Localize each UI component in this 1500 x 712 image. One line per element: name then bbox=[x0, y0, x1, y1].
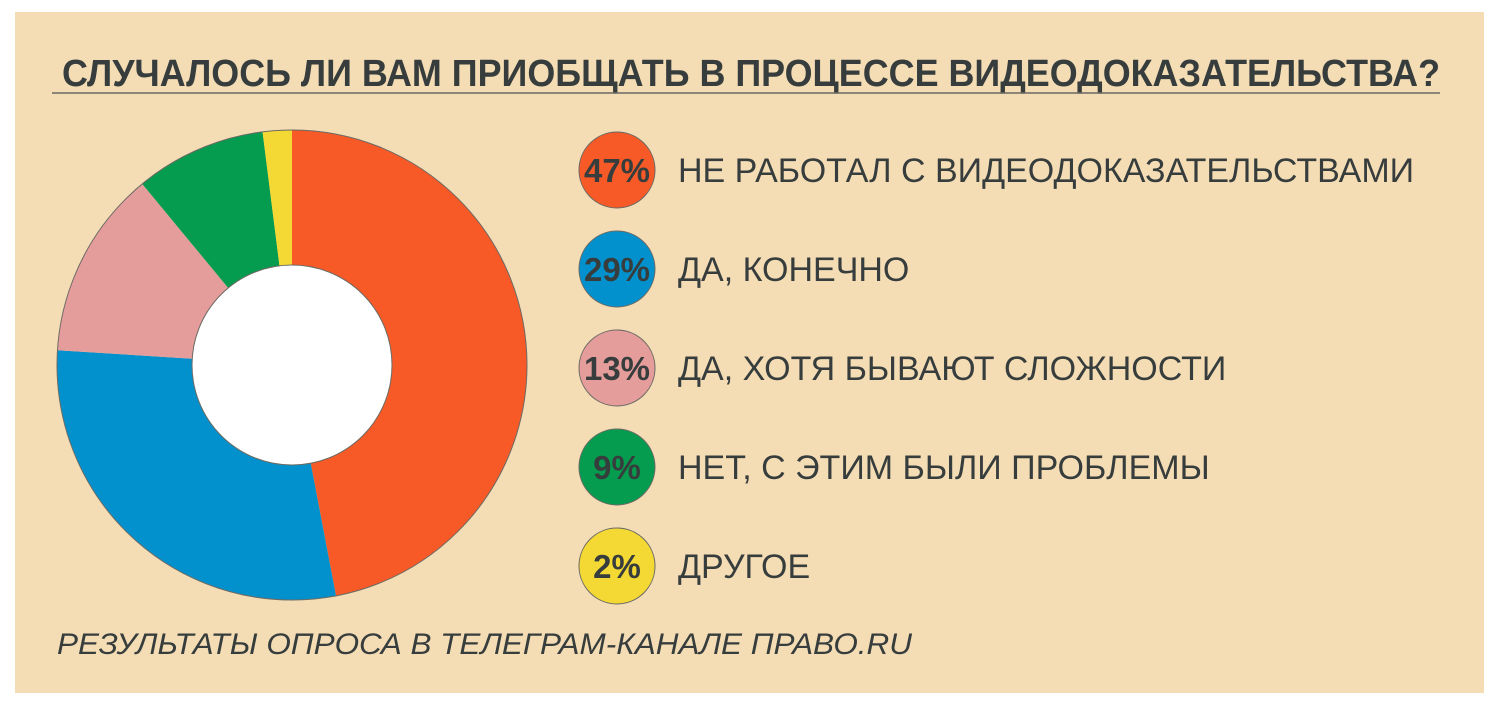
legend-value-label: 2% bbox=[593, 548, 641, 585]
donut-slice-1 bbox=[57, 350, 337, 600]
legend-value-label: 9% bbox=[593, 449, 641, 486]
legend-swatch bbox=[578, 329, 656, 407]
legend-item: 2% ДРУГОЕ bbox=[578, 527, 810, 605]
donut bbox=[56, 129, 528, 601]
donut-slice-4 bbox=[262, 130, 292, 266]
legend-label: ДРУГОЕ bbox=[678, 548, 810, 586]
footnote: РЕЗУЛЬТАТЫ ОПРОСА В ТЕЛЕГРАМ-КАНАЛЕ ПРАВ… bbox=[57, 628, 912, 661]
legend-value-label: 13% bbox=[584, 350, 650, 387]
legend-value-label: 47% bbox=[584, 152, 650, 189]
legend-item: 47% НЕ РАБОТАЛ С ВИДЕОДОКАЗАТЕЛЬСТВАМИ bbox=[578, 131, 1414, 209]
donut-hole bbox=[191, 264, 393, 466]
legend-label: НЕ РАБОТАЛ С ВИДЕОДОКАЗАТЕЛЬСТВАМИ bbox=[678, 152, 1414, 190]
donut-slice-2 bbox=[57, 183, 229, 359]
legend-value-label: 29% bbox=[584, 251, 650, 288]
legend-item: 13% ДА, ХОТЯ БЫВАЮТ СЛОЖНОСТИ bbox=[578, 329, 1226, 407]
legend-swatch bbox=[578, 527, 656, 605]
legend-label: ДА, ХОТЯ БЫВАЮТ СЛОЖНОСТИ bbox=[678, 350, 1226, 388]
legend-item: 29% ДА, КОНЕЧНО bbox=[578, 230, 909, 308]
legend-swatch bbox=[578, 230, 656, 308]
chart-title: СЛУЧАЛОСЬ ЛИ ВАМ ПРИОБЩАТЬ В ПРОЦЕССЕ ВИ… bbox=[62, 53, 1440, 95]
legend-label: ДА, КОНЕЧНО bbox=[678, 251, 909, 289]
legend-swatch bbox=[578, 428, 656, 506]
donut-outline bbox=[56, 129, 528, 601]
legend-label: НЕТ, С ЭТИМ БЫЛИ ПРОБЛЕМЫ bbox=[678, 449, 1210, 487]
donut-slice-3 bbox=[142, 131, 280, 288]
legend-swatch bbox=[578, 131, 656, 209]
legend: 47% НЕ РАБОТАЛ С ВИДЕОДОКАЗАТЕЛЬСТВАМИ 29%… bbox=[578, 131, 1414, 605]
legend-item: 9% НЕТ, С ЭТИМ БЫЛИ ПРОБЛЕМЫ bbox=[578, 428, 1210, 506]
donut-slice-0 bbox=[292, 130, 528, 596]
